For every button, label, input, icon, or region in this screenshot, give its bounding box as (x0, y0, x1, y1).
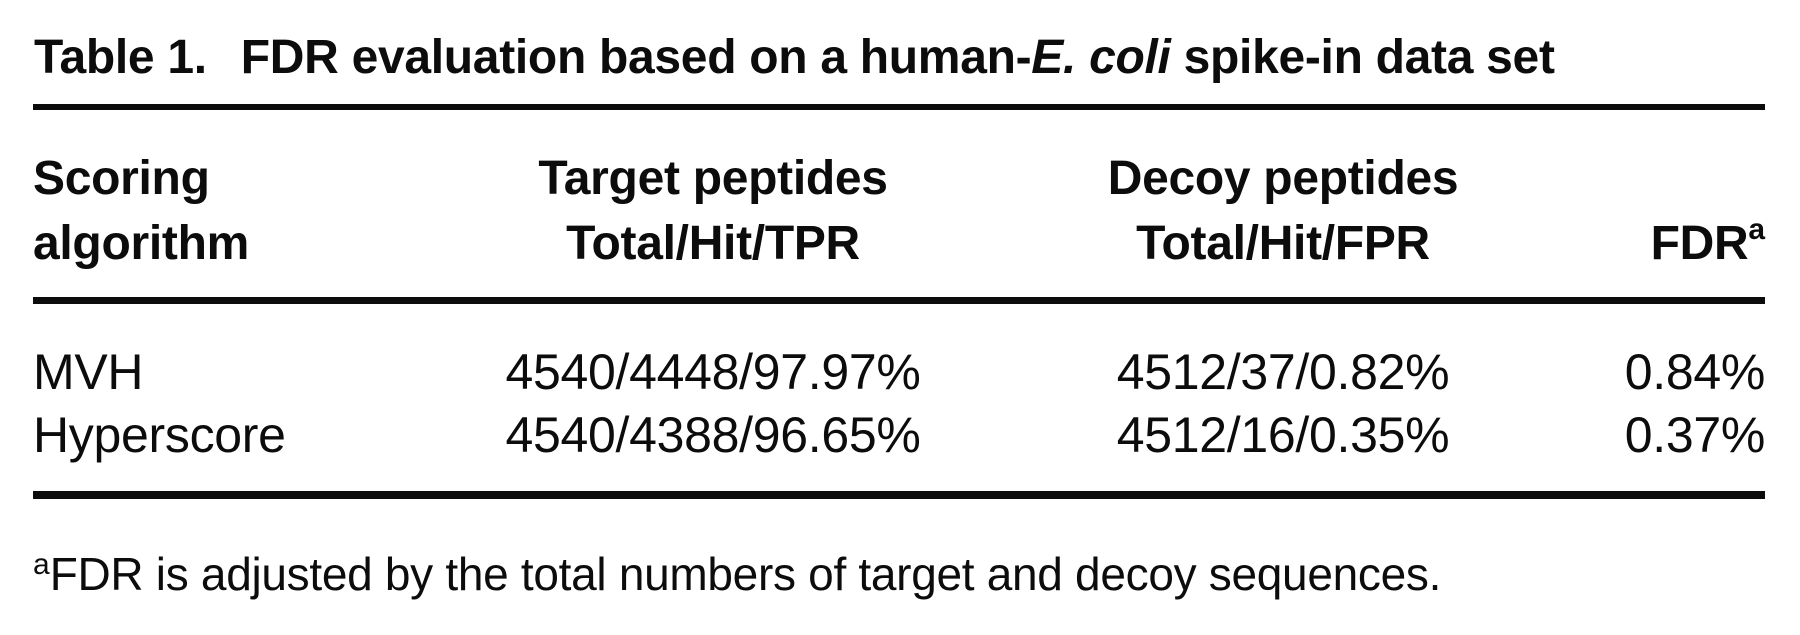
row-mvh-fdr: 0.84% (1624, 344, 1766, 400)
row-mvh-decoy-peptides: 4512/37/0.82% (1116, 344, 1450, 400)
table-header-row: Scoring algorithm Target peptides Total/… (33, 146, 1765, 282)
header-line: algorithm (33, 217, 249, 270)
header-line (1573, 146, 1765, 211)
table-top-rule (33, 104, 1765, 110)
column-header-fdr: FDRa (1573, 146, 1765, 282)
footnote-marker: a (33, 548, 50, 581)
header-line: Total/Hit/TPR (566, 217, 860, 270)
table-caption-text-suffix: spike-in data set (1170, 31, 1555, 84)
row-hyperscore-fdr: 0.37% (1624, 407, 1766, 463)
row-hyperscore-target-peptides: 4540/4388/96.65% (505, 407, 921, 463)
header-line: FDRa (1573, 211, 1765, 282)
footnote-text: FDR is adjusted by the total numbers of … (49, 548, 1442, 600)
fdr-footnote-marker: a (1748, 213, 1765, 246)
table-caption-italic-species: E. coli (1031, 31, 1171, 84)
header-line: Target peptides (538, 152, 888, 205)
row-hyperscore-decoy-peptides: 4512/16/0.35% (1116, 407, 1450, 463)
row-mvh-algorithm: MVH (33, 344, 144, 400)
column-header-target-peptides: Target peptides Total/Hit/TPR (433, 146, 993, 282)
table-caption-text: FDR evaluation based on a human- (240, 31, 1032, 84)
header-line: Scoring (33, 152, 210, 205)
row-mvh-target-peptides: 4540/4448/97.97% (505, 344, 921, 400)
column-header-scoring-algorithm: Scoring algorithm (33, 146, 433, 282)
table-caption-label: Table 1. (34, 31, 207, 84)
column-header-decoy-peptides: Decoy peptides Total/Hit/FPR (993, 146, 1573, 282)
table-caption: Table 1. FDR evaluation based on a human-… (34, 29, 1766, 87)
table-header-rule (33, 297, 1765, 304)
table-footnote: aFDR is adjusted by the total numbers of… (33, 546, 1773, 609)
header-line: Decoy peptides (1107, 152, 1459, 205)
row-hyperscore-algorithm: Hyperscore (33, 407, 286, 463)
table-body: MVH 4540/4448/97.97% 4512/37/0.82% 0.84%… (33, 341, 1765, 467)
table-bottom-rule (33, 491, 1765, 499)
fdr-header-label: FDR (1650, 217, 1749, 270)
header-line: Total/Hit/FPR (1136, 217, 1430, 270)
